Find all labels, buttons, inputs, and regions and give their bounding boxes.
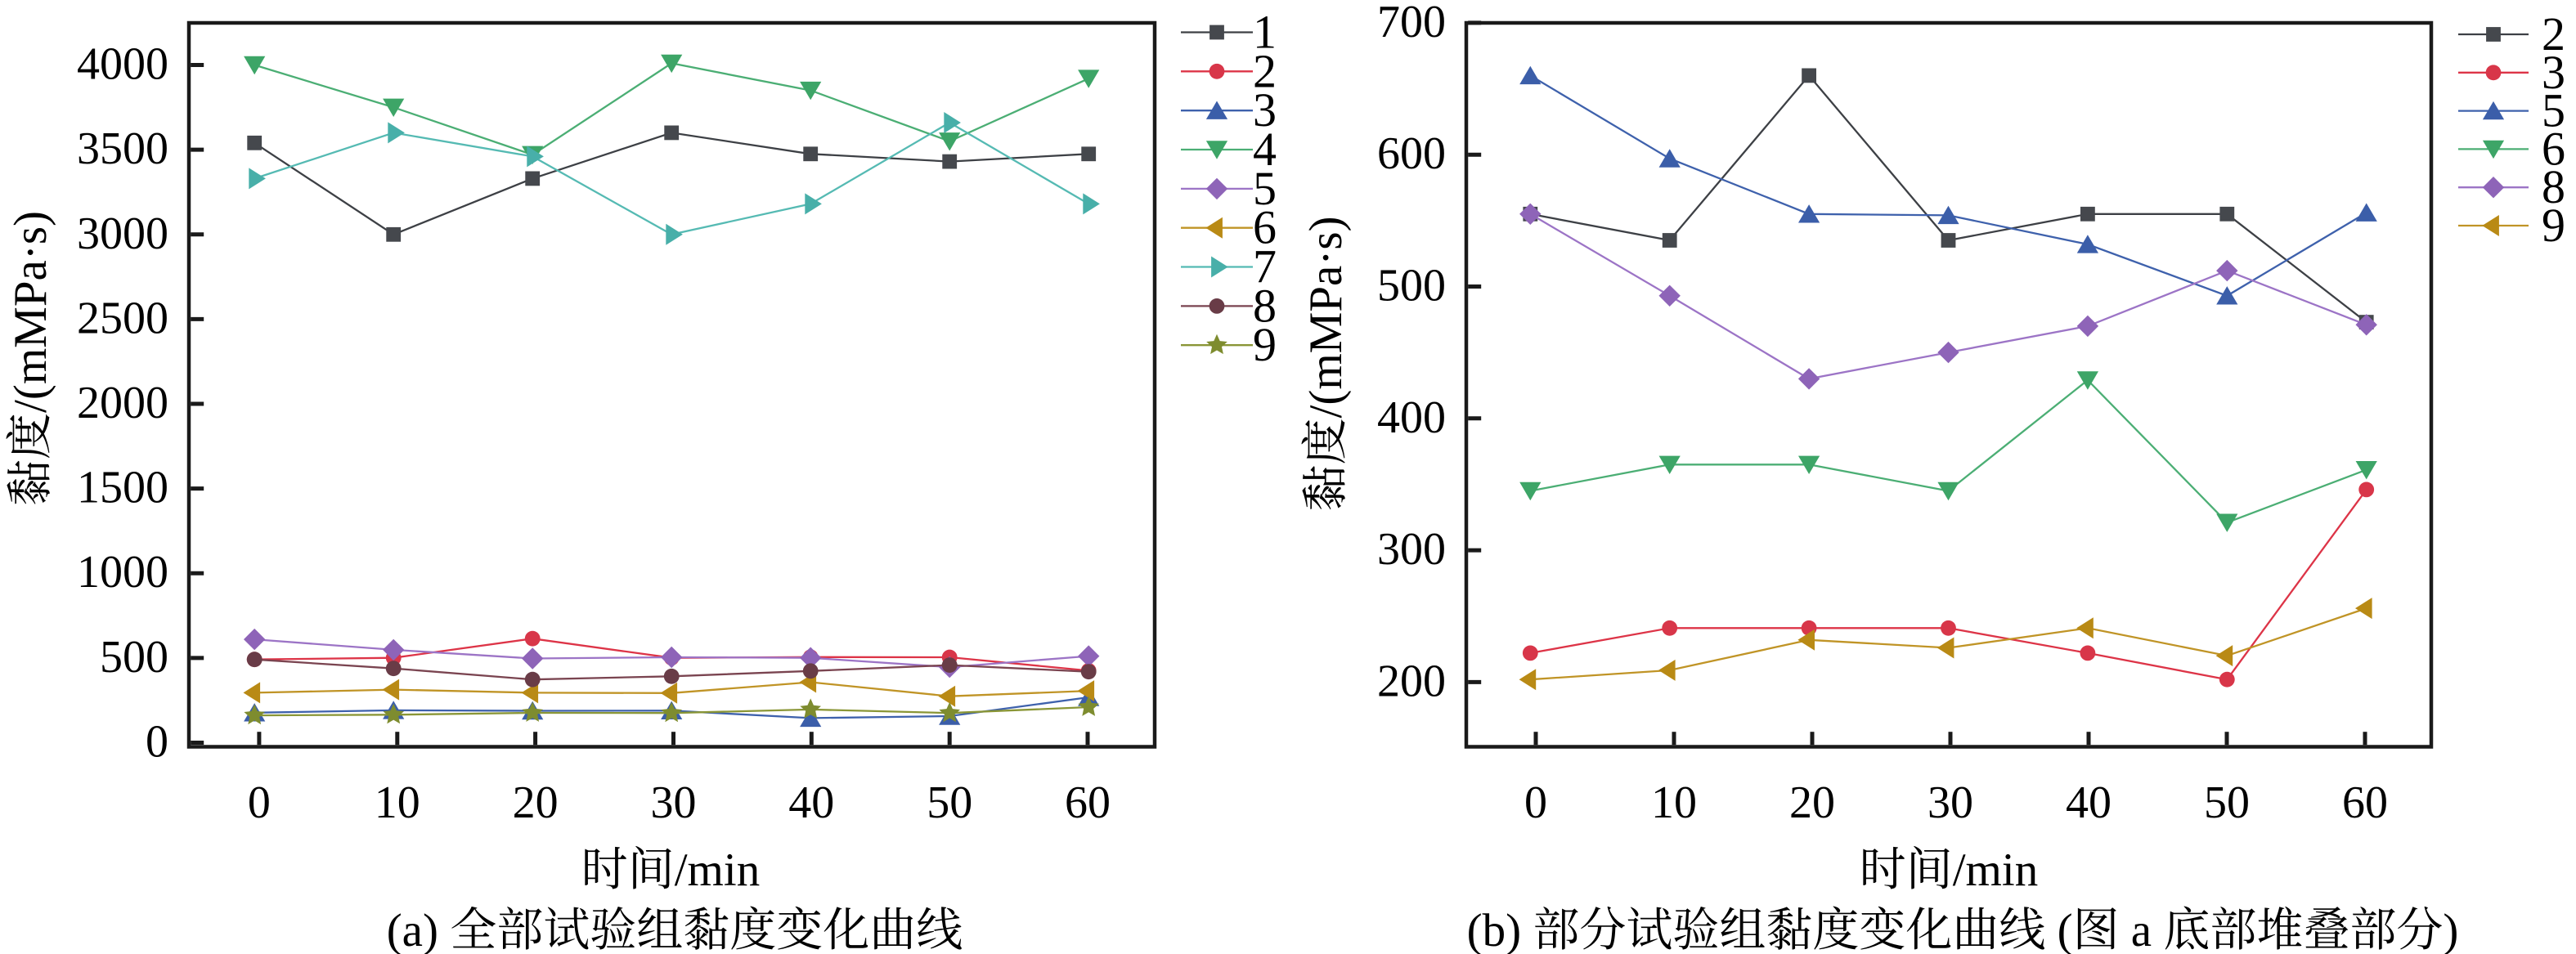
svg-text:4: 4 bbox=[1253, 123, 1277, 176]
svg-text:30: 30 bbox=[1928, 777, 1973, 828]
svg-text:3000: 3000 bbox=[77, 208, 168, 259]
svg-text:200: 200 bbox=[1377, 656, 1446, 706]
svg-text:2: 2 bbox=[2542, 7, 2565, 60]
svg-text:(b): (b) bbox=[1467, 905, 1521, 954]
svg-text:/min: /min bbox=[675, 844, 761, 896]
svg-text:): ) bbox=[2443, 905, 2458, 954]
svg-text:2: 2 bbox=[1253, 44, 1277, 97]
svg-text:6: 6 bbox=[1253, 201, 1277, 254]
svg-text:0: 0 bbox=[146, 717, 168, 768]
svg-text:700: 700 bbox=[1377, 0, 1446, 47]
svg-text:300: 300 bbox=[1377, 524, 1446, 575]
svg-text:5: 5 bbox=[1253, 162, 1277, 215]
svg-text:6: 6 bbox=[2542, 122, 2565, 175]
svg-text:(a): (a) bbox=[387, 905, 438, 954]
svg-text:1: 1 bbox=[1253, 6, 1277, 59]
svg-text:2000: 2000 bbox=[77, 378, 168, 428]
svg-text:400: 400 bbox=[1377, 392, 1446, 443]
svg-text:1500: 1500 bbox=[77, 463, 168, 513]
svg-text:5: 5 bbox=[2542, 84, 2565, 137]
svg-text:40: 40 bbox=[788, 777, 834, 828]
svg-text:7: 7 bbox=[1253, 240, 1277, 293]
svg-text:30: 30 bbox=[651, 777, 697, 828]
svg-text:60: 60 bbox=[1065, 777, 1111, 828]
svg-text:3: 3 bbox=[1253, 83, 1277, 137]
svg-text:1000: 1000 bbox=[77, 547, 168, 598]
svg-text:3: 3 bbox=[2542, 46, 2565, 99]
svg-text:/(mMPa·s): /(mMPa·s) bbox=[5, 211, 56, 413]
svg-text:a: a bbox=[2131, 905, 2152, 954]
svg-text:600: 600 bbox=[1377, 128, 1446, 179]
svg-text:0: 0 bbox=[1524, 777, 1547, 828]
svg-text:10: 10 bbox=[1651, 777, 1697, 828]
svg-text:9: 9 bbox=[1253, 318, 1277, 371]
svg-text:/min: /min bbox=[1953, 844, 2039, 896]
svg-text:40: 40 bbox=[2066, 777, 2112, 828]
svg-text:500: 500 bbox=[100, 632, 168, 683]
svg-text:(: ( bbox=[2058, 905, 2073, 954]
svg-text:9: 9 bbox=[2542, 199, 2565, 252]
svg-text:10: 10 bbox=[375, 777, 420, 828]
svg-text:8: 8 bbox=[2542, 160, 2565, 213]
svg-text:20: 20 bbox=[513, 777, 559, 828]
svg-text:0: 0 bbox=[248, 777, 271, 828]
svg-text:500: 500 bbox=[1377, 261, 1446, 311]
svg-text:50: 50 bbox=[927, 777, 972, 828]
svg-text:20: 20 bbox=[1789, 777, 1835, 828]
svg-text:2500: 2500 bbox=[77, 293, 168, 343]
svg-text:60: 60 bbox=[2342, 777, 2388, 828]
svg-text:/(mMPa·s): /(mMPa·s) bbox=[1300, 217, 1352, 419]
svg-text:4000: 4000 bbox=[77, 39, 168, 90]
svg-text:8: 8 bbox=[1253, 279, 1277, 332]
svg-text:50: 50 bbox=[2204, 777, 2250, 828]
svg-text:3500: 3500 bbox=[77, 123, 168, 174]
